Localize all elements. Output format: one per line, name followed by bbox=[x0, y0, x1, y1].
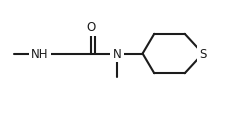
Text: N: N bbox=[113, 48, 122, 60]
Text: S: S bbox=[199, 48, 207, 60]
Text: NH: NH bbox=[31, 48, 48, 60]
Text: O: O bbox=[87, 21, 96, 34]
